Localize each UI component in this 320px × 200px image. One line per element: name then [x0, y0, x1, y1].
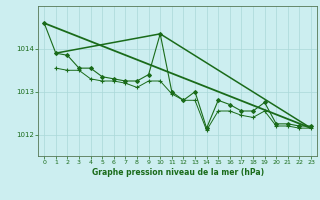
X-axis label: Graphe pression niveau de la mer (hPa): Graphe pression niveau de la mer (hPa)	[92, 168, 264, 177]
